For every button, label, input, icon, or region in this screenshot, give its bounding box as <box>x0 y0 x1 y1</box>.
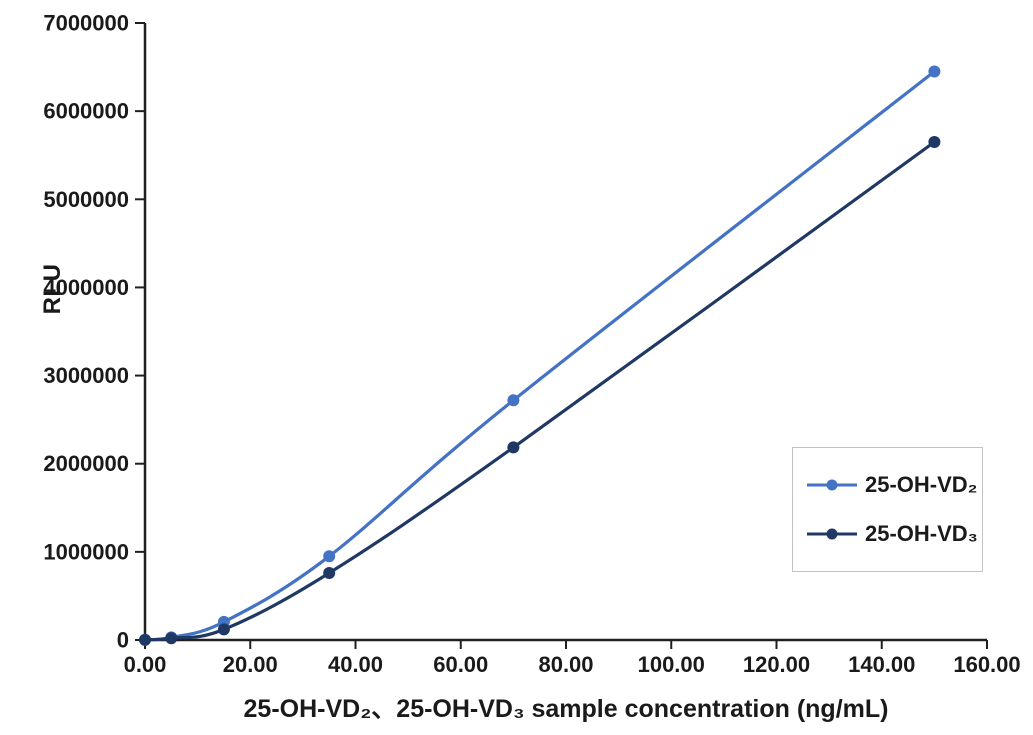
legend-item-1: 25-OH-VD₂ <box>806 469 982 501</box>
data-point-marker <box>323 550 336 563</box>
x-tick-label: 80.00 <box>538 652 593 677</box>
legend-label: 25-OH-VD₃ <box>865 521 978 546</box>
legend-line-marker-icon <box>807 528 857 540</box>
x-tick-label: 120.00 <box>743 652 810 677</box>
data-point-marker <box>323 567 336 579</box>
series-2 <box>139 136 941 646</box>
x-tick-label: 140.00 <box>848 652 915 677</box>
x-tick-label: 0.00 <box>124 652 167 677</box>
y-tick-label: 2000000 <box>43 451 129 476</box>
x-tick-label: 20.00 <box>223 652 278 677</box>
legend-label: 25-OH-VD₂ <box>865 472 978 497</box>
y-axis-title: RLU <box>39 263 66 315</box>
y-tick-label: 0 <box>117 627 129 652</box>
series-line <box>143 140 936 642</box>
y-tick-label: 4000000 <box>43 275 129 300</box>
y-tick-label: 1000000 <box>43 539 129 564</box>
y-tick-label: 6000000 <box>43 99 129 124</box>
data-point-marker <box>928 136 941 148</box>
legend: 25-OH-VD₂ 25-OH-VD₃ <box>792 447 983 572</box>
data-point-marker <box>928 65 941 78</box>
data-point-marker <box>217 623 230 636</box>
x-axis-title: 25-OH-VD₂、25-OH-VD₃ sample concentration… <box>243 695 889 723</box>
data-point-marker <box>507 441 520 454</box>
data-point-marker <box>139 633 151 646</box>
series-line <box>143 69 936 642</box>
y-tick-label: 7000000 <box>43 10 129 35</box>
x-tick-label: 60.00 <box>433 652 488 677</box>
legend-item-2: 25-OH-VD₃ <box>806 518 982 550</box>
x-tick-label: 160.00 <box>953 652 1020 677</box>
data-point-marker <box>507 394 520 407</box>
data-point-marker <box>165 632 178 645</box>
y-tick-label: 5000000 <box>43 187 129 212</box>
x-tick-label: 40.00 <box>328 652 383 677</box>
legend-line-marker-icon <box>807 479 857 491</box>
y-tick-label: 3000000 <box>43 363 129 388</box>
x-tick-label: 100.00 <box>638 652 705 677</box>
